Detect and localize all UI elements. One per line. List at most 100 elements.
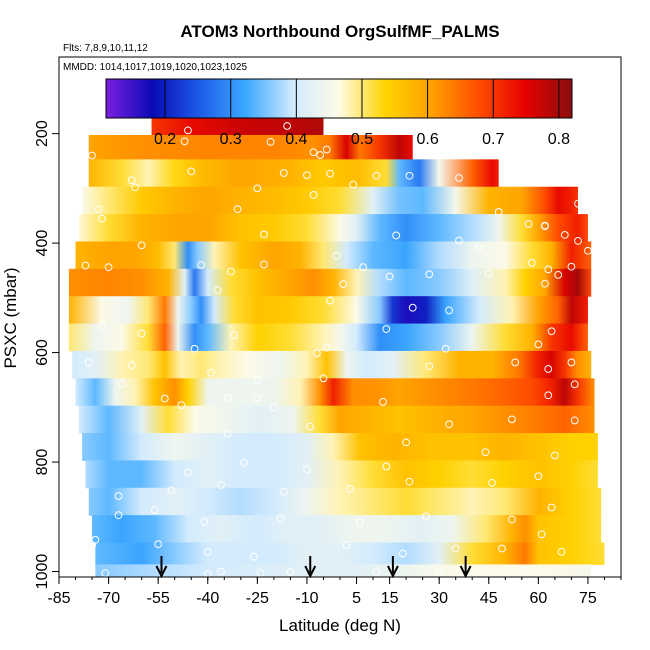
sample-point <box>550 451 559 460</box>
sample-point <box>81 261 90 270</box>
sample-point <box>190 344 199 353</box>
sample-point <box>114 511 123 520</box>
x-tick-label: 75 <box>579 590 597 607</box>
heatmap-layer <box>92 515 602 544</box>
sample-point <box>534 472 543 481</box>
x-tick-label: -40 <box>196 590 219 607</box>
colorbar-tick-labels: 0.2 0.3 0.4 0.5 0.6 0.7 0.8 <box>154 131 570 148</box>
sample-point <box>379 397 387 406</box>
x-tick-label: 45 <box>480 590 498 607</box>
latitude-arrow <box>155 556 168 579</box>
sample-point <box>131 183 139 192</box>
sample-point <box>544 265 553 274</box>
sample-point <box>253 184 262 193</box>
sample-point <box>227 267 235 276</box>
sample-point <box>250 552 258 561</box>
sample-point <box>521 567 530 575</box>
heatmap-layer <box>72 350 592 379</box>
sample-point <box>547 503 556 512</box>
sample-point <box>508 515 516 524</box>
sample-point <box>402 438 411 447</box>
latitude-arrow <box>304 556 317 579</box>
sample-point <box>392 231 401 240</box>
sample-point <box>455 174 463 182</box>
sample-point <box>372 567 381 576</box>
sample-point <box>570 380 579 389</box>
x-tick-label: 60 <box>529 590 547 607</box>
sample-point <box>279 487 288 496</box>
x-tick-label: -70 <box>97 590 120 607</box>
sample-point <box>322 145 331 154</box>
sample-point <box>88 541 96 550</box>
colorbar-tick-label: 0.8 <box>548 131 570 148</box>
colorbar-tick-label: 0.6 <box>416 131 438 148</box>
sample-point <box>408 303 417 312</box>
sample-point <box>488 478 496 487</box>
sample-point <box>332 251 341 260</box>
sample-point <box>574 199 582 208</box>
sample-point <box>98 214 106 223</box>
colorbar: 0.2 0.3 0.4 0.5 0.6 0.7 0.8 <box>105 78 573 148</box>
sample-point <box>286 568 295 576</box>
sample-point <box>217 567 225 576</box>
sample-point <box>160 394 169 403</box>
sample-point <box>200 517 209 526</box>
latitude-arrow <box>459 556 472 579</box>
heatmap-layer <box>88 487 602 516</box>
sample-point <box>544 365 553 373</box>
sample-point <box>197 261 206 269</box>
sample-point <box>279 169 288 177</box>
sample-point <box>570 416 579 425</box>
colorbar-gradient <box>106 79 572 118</box>
sample-point <box>455 236 463 245</box>
sample-point <box>260 260 268 269</box>
sample-point <box>382 462 391 471</box>
sample-point <box>385 272 394 281</box>
sample-point <box>451 544 460 553</box>
sample-point <box>223 429 232 438</box>
x-tick-label: 30 <box>430 590 448 607</box>
sample-point <box>541 221 549 230</box>
latitude-arrow <box>386 556 399 579</box>
sample-point <box>88 151 96 160</box>
sample-point <box>217 481 225 489</box>
sample-point <box>557 547 566 556</box>
x-axis-label: Latitude (deg N) <box>279 616 401 635</box>
heatmap-layer <box>88 159 499 188</box>
heatmap-layer <box>68 296 588 325</box>
latitude-arrows <box>155 556 472 579</box>
heatmap-layer <box>75 378 595 407</box>
sample-point <box>567 262 576 271</box>
sample-point <box>177 401 186 410</box>
x-tick-label: 15 <box>381 590 399 607</box>
sample-point <box>203 547 212 556</box>
sample-point <box>584 246 592 255</box>
y-tick-label: 800 <box>34 449 51 476</box>
sample-point <box>537 530 546 539</box>
sample-point <box>276 514 285 523</box>
x-tick-label: -55 <box>147 590 170 607</box>
sample-point <box>567 358 576 367</box>
sample-point <box>326 296 334 305</box>
sample-point <box>269 403 278 412</box>
sample-point <box>372 171 381 180</box>
sample-point <box>405 171 414 180</box>
x-tick-label: -10 <box>295 590 318 607</box>
sample-point <box>441 344 450 353</box>
sample-point <box>127 176 136 185</box>
sample-point <box>484 269 493 278</box>
sample-points <box>81 122 592 579</box>
y-tick-label: 600 <box>34 339 51 366</box>
sample-point <box>207 368 215 377</box>
sample-point <box>137 329 146 338</box>
heatmap-layer <box>78 214 588 242</box>
x-tick-label: -25 <box>246 590 269 607</box>
sample-point <box>544 391 553 400</box>
sample-point <box>326 169 334 178</box>
sample-point <box>98 322 106 331</box>
sample-point <box>342 541 351 550</box>
sample-point <box>184 126 192 135</box>
sample-point <box>260 230 268 239</box>
sample-point <box>398 549 407 558</box>
colorbar-frame <box>105 78 573 119</box>
